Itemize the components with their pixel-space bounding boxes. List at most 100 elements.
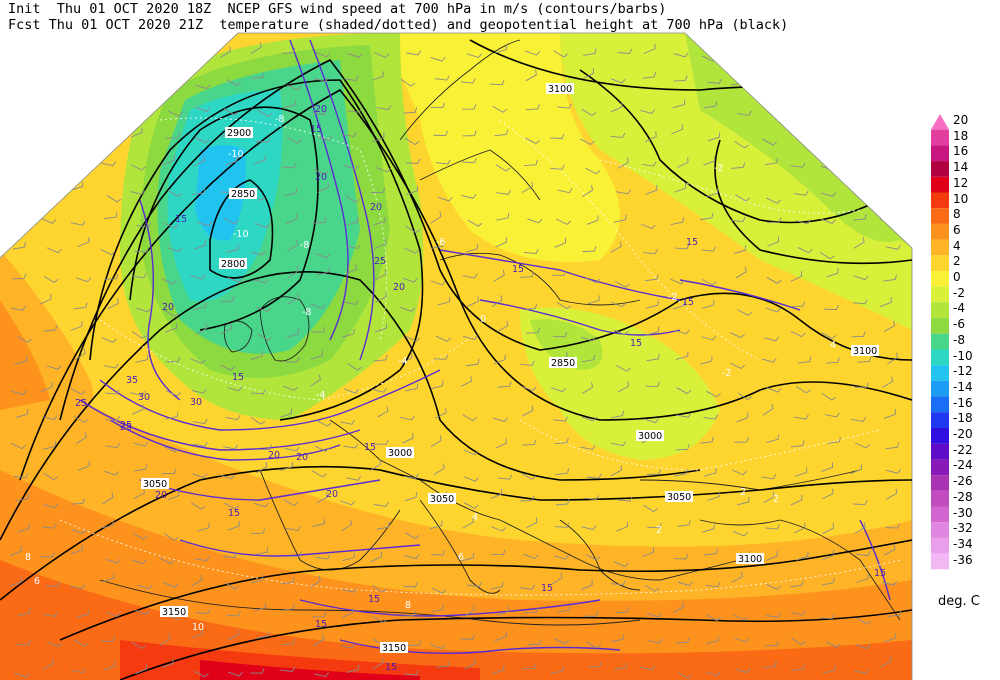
colorbar-swatch: [931, 506, 949, 523]
wind-label: 15: [874, 568, 886, 579]
wind-barb: [70, 164, 86, 172]
wind-barb: [103, 661, 116, 671]
wind-barb: [197, 221, 213, 227]
wind-barb: [317, 182, 329, 193]
wind-barb: [133, 441, 149, 447]
height-contours: [0, 39, 912, 680]
wind-barb: [250, 528, 266, 534]
wind-barb: [585, 554, 601, 561]
wind-barb: [881, 152, 893, 165]
wind-barb: [881, 187, 896, 193]
wind-barb: [313, 634, 325, 647]
wind-barb: [490, 581, 504, 590]
wind-barb: [345, 195, 360, 203]
wind-barb: [496, 212, 510, 221]
temp-label: -6: [436, 237, 445, 248]
wind-barb: [70, 50, 85, 58]
wind-barb: [523, 303, 538, 311]
wind-label: 15: [315, 619, 327, 630]
wind-barb: [400, 78, 416, 87]
colorbar-swatch: [931, 475, 949, 491]
wind-label: 15: [385, 662, 397, 673]
temp-label: -2: [722, 368, 731, 379]
wind-barb: [253, 602, 267, 612]
wind-barb: [316, 420, 332, 427]
wind-barb: [44, 127, 58, 136]
wind-barb: [677, 581, 693, 587]
wind-barb: [10, 74, 24, 82]
wind-barb: [11, 305, 26, 311]
wind-barb: [670, 217, 685, 225]
wind-barb: [10, 442, 26, 450]
wind-barb: [162, 468, 177, 475]
temp-label: -8: [275, 114, 284, 125]
wind-barb: [340, 500, 356, 506]
wind-barb: [42, 415, 58, 421]
wind-barb: [644, 584, 660, 592]
colorbar-tick-label: -30: [953, 505, 973, 520]
wind-barb: [431, 550, 446, 556]
height-label: 3150: [162, 607, 186, 618]
wind-barb: [879, 297, 892, 308]
wind-barb: [10, 545, 22, 556]
init-label: Init: [8, 1, 41, 17]
wind-barb: [253, 278, 269, 284]
wind-barb: [286, 213, 298, 225]
wind-barb: [465, 243, 479, 253]
wind-barb: [464, 658, 476, 670]
wind-label: 20: [162, 302, 174, 313]
wind-barb: [373, 216, 386, 226]
wind-barb: [315, 51, 331, 58]
wind-barb: [797, 356, 812, 364]
wind-barb: [790, 162, 806, 168]
wind-label: 20: [315, 104, 327, 115]
colorbar-swatch: [931, 396, 949, 413]
wind-barb: [404, 247, 420, 254]
wind-barb: [856, 550, 871, 557]
wind-barb: [643, 43, 656, 54]
wind-barb: [280, 461, 293, 471]
wind-barb: [13, 54, 29, 61]
wind-barb: [401, 352, 413, 365]
wind-barb: [76, 432, 87, 445]
wind-barb: [855, 644, 871, 650]
wind-barb: [17, 523, 30, 533]
wind-barb: [282, 163, 297, 169]
wind-barb: [466, 53, 482, 59]
wind-barb: [550, 666, 564, 674]
wind-barb: [315, 253, 331, 259]
temp-label: 6: [458, 552, 464, 563]
wind-barb: [255, 547, 269, 556]
wind-barb: [765, 307, 781, 313]
wind-barb: [887, 73, 900, 84]
wind-barb: [11, 390, 27, 396]
wind-barb: [706, 635, 719, 645]
wind-label: 20: [326, 489, 338, 500]
wind-barb: [16, 138, 32, 144]
wind-barb: [495, 164, 511, 172]
wind-barb: [677, 157, 689, 168]
wind-barb: [280, 577, 295, 585]
wind-barb: [429, 643, 445, 650]
wind-barb: [374, 323, 388, 333]
wind-barb: [372, 132, 385, 143]
wind-barb: [286, 328, 300, 338]
wind-barb: [42, 196, 58, 203]
wind-barb: [340, 643, 356, 649]
wind-barb: [40, 552, 55, 558]
wind-barb: [376, 522, 390, 530]
wind-barb: [851, 45, 865, 54]
wind-barb: [372, 616, 388, 624]
wind-barb: [762, 403, 774, 416]
wind-barb: [163, 155, 175, 165]
wind-barb: [194, 136, 210, 144]
wind-barb: [822, 488, 834, 500]
wind-barb: [434, 75, 450, 81]
wind-label: 30: [190, 397, 202, 408]
wind-barb: [250, 350, 263, 361]
wind-barb: [462, 414, 478, 422]
colorbar-swatch: [931, 537, 949, 554]
fcst-time: Thu 01 OCT 2020 21Z: [48, 17, 204, 33]
wind-barb: [313, 168, 329, 175]
